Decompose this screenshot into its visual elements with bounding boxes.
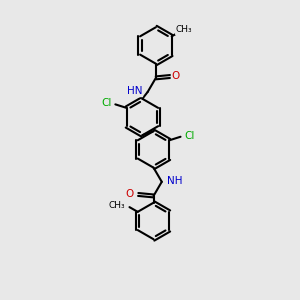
Text: Cl: Cl xyxy=(184,131,194,141)
Text: CH₃: CH₃ xyxy=(176,26,192,34)
Text: O: O xyxy=(172,71,180,81)
Text: O: O xyxy=(126,190,134,200)
Text: HN: HN xyxy=(127,86,142,96)
Text: Cl: Cl xyxy=(101,98,112,109)
Text: CH₃: CH₃ xyxy=(109,201,125,210)
Text: NH: NH xyxy=(167,176,183,186)
